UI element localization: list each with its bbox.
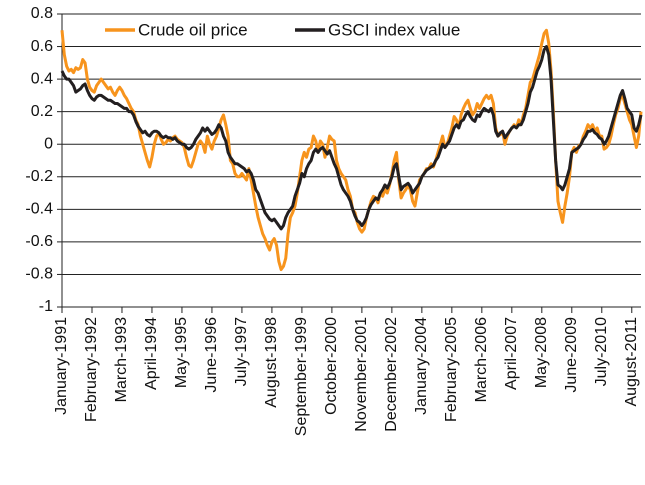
x-tick-label: June-2009 <box>563 317 580 393</box>
x-tick-label: January-1991 <box>53 317 70 415</box>
y-tick-label: 0.4 <box>31 70 53 87</box>
x-tick-label: June-1996 <box>203 317 220 393</box>
y-tick-label: 0.8 <box>31 5 53 22</box>
legend-label: GSCI index value <box>328 20 460 39</box>
y-tick-label: 0.2 <box>31 103 53 120</box>
x-tick-label: July-1997 <box>233 317 250 386</box>
x-tick-label: May-2008 <box>533 317 550 388</box>
x-tick-label: February-2005 <box>443 317 460 422</box>
x-tick-label: July-2010 <box>593 317 610 386</box>
x-tick-label: February-1992 <box>83 317 100 422</box>
x-tick-label: March-1993 <box>113 317 130 402</box>
y-tick-label: -0.4 <box>25 201 53 218</box>
x-tick-label: August-2011 <box>623 317 640 407</box>
series-line <box>60 45 643 231</box>
y-tick-label: 0 <box>44 135 53 152</box>
y-tick-label: -1 <box>39 298 53 315</box>
y-tick-label: -0.2 <box>25 168 53 185</box>
x-tick-label: January-2004 <box>413 317 430 415</box>
y-tick-label: 0.6 <box>31 38 53 55</box>
x-tick-label: August-1998 <box>263 317 280 408</box>
x-tick-label: November-2001 <box>353 317 370 432</box>
y-tick-label: -0.6 <box>25 233 53 250</box>
x-tick-label: December-2002 <box>383 317 400 432</box>
legend-label: Crude oil price <box>138 20 248 39</box>
x-tick-label: April-2007 <box>503 317 520 390</box>
y-tick-label: -0.8 <box>25 266 53 283</box>
x-tick-label: September-1999 <box>293 317 310 436</box>
x-tick-label: October-2000 <box>323 317 340 415</box>
x-tick-label: April-1994 <box>143 317 160 390</box>
x-tick-label: May-1995 <box>173 317 190 388</box>
x-tick-label: March-2006 <box>473 317 490 402</box>
